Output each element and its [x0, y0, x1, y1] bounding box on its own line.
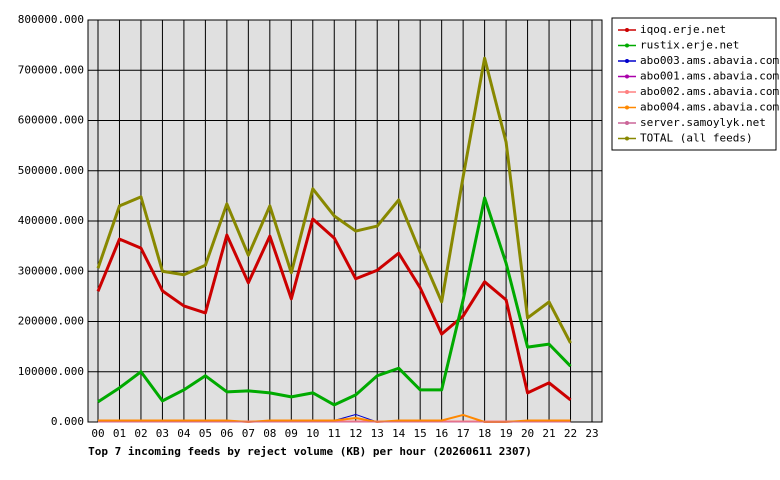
chart-title: Top 7 incoming feeds by reject volume (K…: [88, 445, 532, 458]
x-tick-label: 22: [564, 427, 577, 440]
legend-label: abo001.ams.abavia.com: [640, 70, 779, 83]
series-line: [96, 217, 572, 402]
legend-label: server.samoylyk.net: [640, 116, 766, 129]
legend-marker: [625, 90, 629, 94]
x-tick-label: 18: [478, 427, 491, 440]
x-tick-label: 15: [414, 427, 427, 440]
legend-marker: [625, 121, 629, 125]
series-line: [96, 56, 572, 344]
x-tick-label: 04: [177, 427, 191, 440]
x-tick-label: 16: [435, 427, 448, 440]
legend-marker: [625, 136, 629, 141]
x-tick-label: 17: [457, 427, 470, 440]
x-tick-label: 00: [91, 427, 104, 440]
legend-marker: [625, 43, 629, 48]
x-tick-label: 14: [392, 427, 406, 440]
x-tick-label: 13: [371, 427, 384, 440]
x-tick-label: 12: [349, 427, 362, 440]
x-tick-label: 02: [134, 427, 147, 440]
x-tick-label: 09: [285, 427, 298, 440]
x-tick-label: 03: [156, 427, 169, 440]
x-tick-label: 23: [585, 427, 598, 440]
legend-marker: [625, 59, 629, 63]
legend-label: TOTAL (all feeds): [640, 132, 753, 145]
y-tick-label: 700000.000: [18, 63, 84, 76]
legend-label: abo002.ams.abavia.com: [640, 85, 779, 98]
legend-marker: [625, 28, 629, 32]
x-tick-label: 01: [113, 427, 126, 440]
x-tick-label: 05: [199, 427, 212, 440]
y-tick-label: 300000.000: [18, 264, 84, 277]
legend-box: [611, 17, 777, 151]
x-tick-label: 10: [306, 427, 319, 440]
x-tick-label: 19: [499, 427, 512, 440]
y-tick-label: 0.000: [51, 415, 84, 428]
legend-label: iqoq.erje.net: [640, 23, 726, 36]
x-tick-label: 21: [542, 427, 555, 440]
x-tick-label: 11: [328, 427, 341, 440]
x-tick-label: 06: [220, 427, 233, 440]
legend-label: abo003.ams.abavia.com: [640, 54, 779, 67]
x-tick-label: 08: [263, 427, 276, 440]
y-tick-label: 800000.000: [18, 13, 84, 26]
x-tick-label: 20: [521, 427, 534, 440]
legend-label: rustix.erje.net: [640, 39, 739, 52]
legend-marker: [625, 74, 629, 79]
y-tick-label: 100000.000: [18, 365, 84, 378]
legend-marker: [625, 105, 629, 110]
series-line: [97, 196, 572, 407]
y-tick-label: 400000.000: [18, 214, 84, 227]
y-tick-label: 200000.000: [18, 315, 84, 328]
legend-label: abo004.ams.abavia.com: [640, 101, 779, 114]
x-tick-label: 07: [242, 427, 255, 440]
y-tick-label: 500000.000: [18, 164, 84, 177]
y-tick-label: 600000.000: [18, 114, 84, 127]
